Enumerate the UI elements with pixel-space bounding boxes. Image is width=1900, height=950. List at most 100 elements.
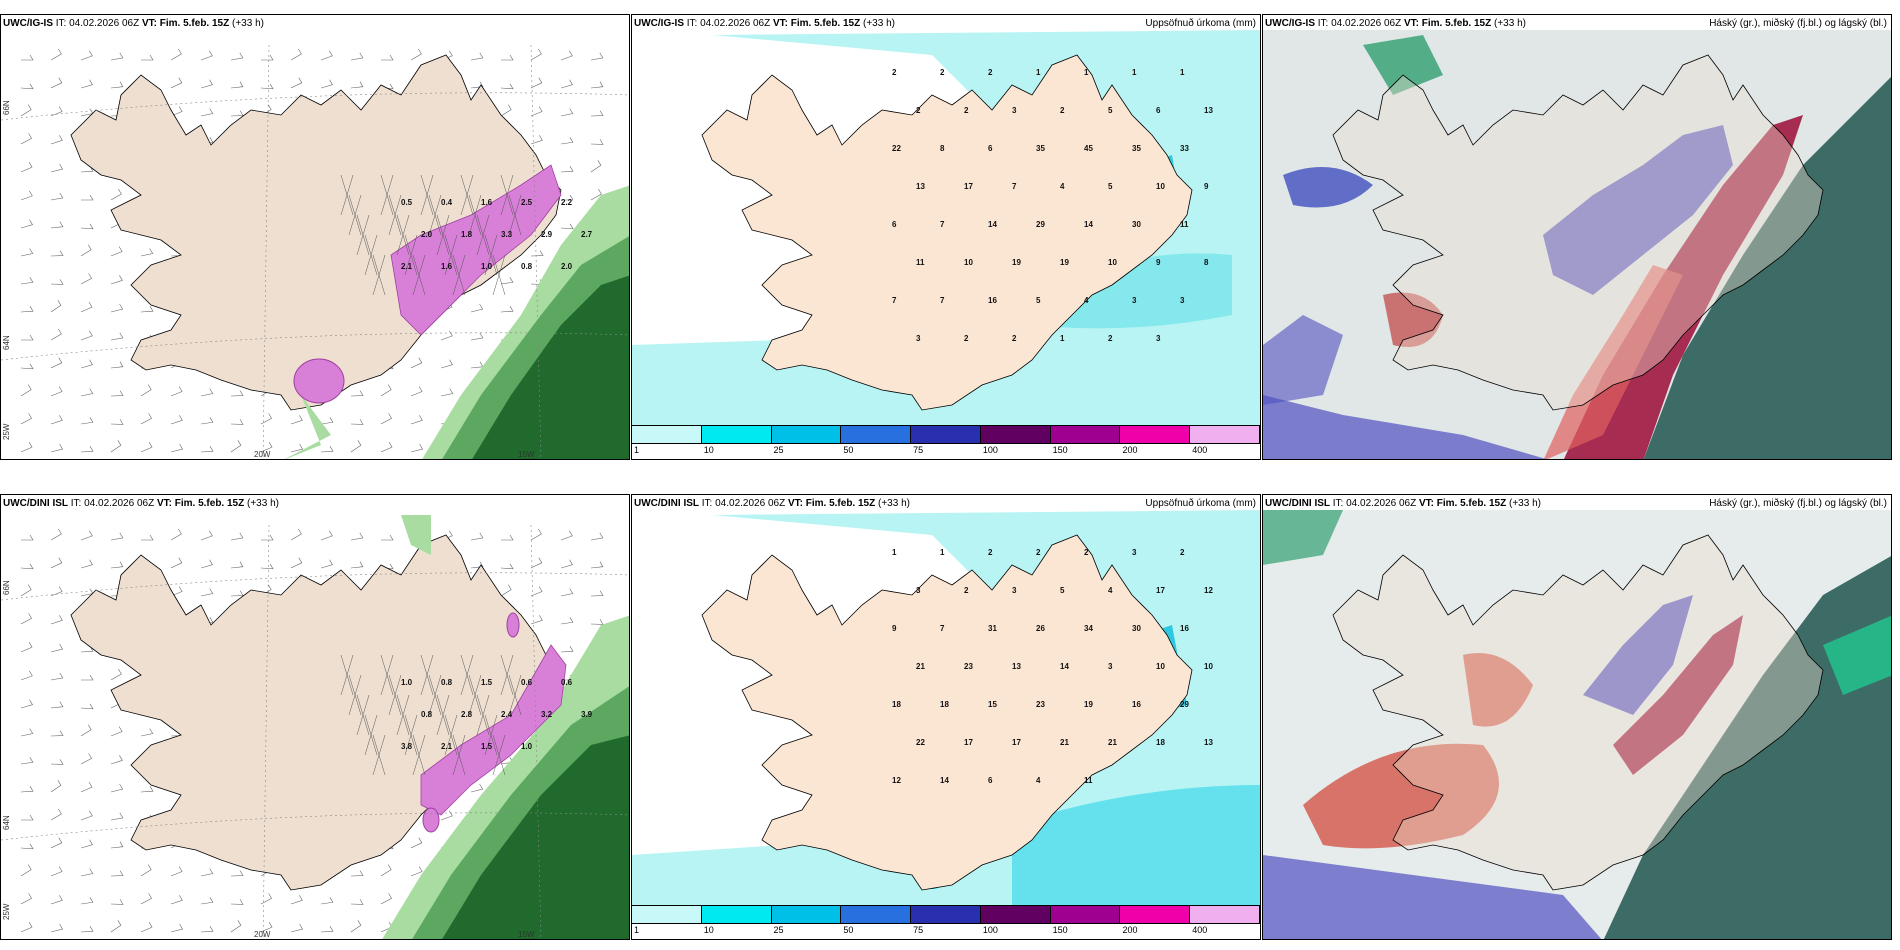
model-name: UWC/IG-IS [1265,18,1315,29]
wind-barb [20,641,33,653]
wind-barb [350,870,364,877]
wind-barb [110,275,123,285]
wind-barb [590,561,604,569]
wind-barb [140,248,154,257]
wind-barb [110,361,124,369]
wind-barb [590,160,602,173]
hatch-line [484,234,498,276]
lat-tick-66n: 66N [2,580,11,595]
wind-barb [50,780,62,793]
vt-label: VT: [156,498,172,509]
wind-barb [80,839,93,849]
wind-barb [80,446,94,453]
snow-value-label: 1.5 [481,742,493,751]
hatch-line [340,654,354,696]
panel-title: Uppsöfnuð úrkoma (mm) [1145,18,1256,29]
precip-value-label: 10 [1156,182,1165,191]
wind-barb [80,359,93,369]
snow-shading [420,612,567,833]
precip-value-label: 15 [988,700,997,709]
colorbar-level-label: 50 [843,445,854,455]
wind-barb [290,557,303,569]
wind-barb [140,441,153,453]
snow-value-label: 2.4 [501,710,513,719]
lat-tick-66n: 66N [2,100,11,115]
wind-barb [380,864,392,877]
precip-colorbar: 1 10 25 50 75 100 150 200 400 [632,905,1260,939]
map-wind-snow: 20W 15W 66N 64N 25W 1.0 0.8 1.5 0.6 0.6 0.8 2.… [1,495,629,939]
precip-value-label: 13 [916,182,925,191]
precip-value-label: 9 [892,624,897,633]
precip-value-label: 18 [892,700,901,709]
iceland-land [701,534,1193,891]
wind-barb [21,334,34,341]
hatch-line [452,734,466,776]
colorbar-swatch [632,426,702,443]
snow-value-label: 2.0 [561,262,573,271]
colorbar-level-label: 75 [913,445,924,455]
wind-barb [170,443,184,453]
wind-barb [290,77,303,89]
snow-value-label: 2.7 [581,230,593,239]
it-value: 04.02.2026 06Z [1331,18,1402,29]
wind-barb [590,532,604,541]
hatch-line [340,174,354,216]
vt-label: VT: [787,498,803,509]
iceland-land [70,54,562,411]
wind-barb [20,757,34,765]
hatched-area [340,174,522,296]
wind-barb [470,561,484,569]
wind-barb [20,563,34,570]
wind-barb [320,417,334,425]
wind-barb [20,699,33,709]
it-label: IT: [55,18,67,29]
hatch-line [356,214,370,256]
wind-barb [560,223,574,230]
precip-value-label: 4 [1084,296,1089,305]
precip-value-label: 4 [1108,586,1113,595]
model-name: UWC/DINI ISL [634,498,699,509]
lat-lon-grid [1,524,629,939]
wind-barb [50,701,64,709]
hatch-line [436,694,450,736]
wind-barb [410,837,423,849]
wind-barb [470,81,484,89]
precip-value-label: 13 [1204,106,1213,115]
precip-value-label: 3 [1012,586,1017,595]
wind-barb [470,52,484,61]
hatch-line [460,654,474,696]
precip-value-label: 1 [1060,334,1065,343]
panel-header: UWC/IG-IS IT: 04.02.2026 06Z VT: Fim. 5.… [1265,18,1526,30]
wind-barb [50,328,62,341]
wind-barb [80,223,94,230]
wind-barb [501,534,514,541]
wind-barb [170,415,183,425]
colorbar-swatch [980,906,1051,923]
precip-value-label: 2 [964,106,969,115]
precip-value-label: 8 [1204,258,1209,267]
hatch-line [428,674,442,716]
wind-barb [20,277,34,285]
wind-barb [50,923,64,933]
precip-value-label: 12 [1204,586,1213,595]
wind-barb [170,48,182,61]
wind-barb [21,54,34,61]
wind-barb [80,703,94,710]
panel-top-left-wind-snow: UWC/IG-IS IT: 04.02.2026 06Z VT: Fim. 5.… [0,14,630,460]
vt-value: Fim. 5.feb. 15Z [1436,498,1507,509]
wind-barb [440,330,453,341]
wind-barb [200,108,214,117]
colorbar-swatch [1190,906,1260,923]
wind-barb [80,926,94,933]
snow-value-label: 0.6 [521,678,533,687]
wind-barb [80,273,93,285]
lat-lon-grid [1,44,629,459]
colorbar-level-label: 10 [703,925,714,935]
model-name: UWC/IG-IS [3,18,53,29]
colorbar-swatch [1050,426,1121,443]
wind-barb [50,866,63,877]
wind-barb [260,893,273,905]
precip-value-label: 2 [1084,548,1089,557]
wind-barb [170,895,183,905]
panel-bottom-right-clouds: UWC/DINI ISL IT: 04.02.2026 06Z VT: Fim.… [1262,494,1892,940]
